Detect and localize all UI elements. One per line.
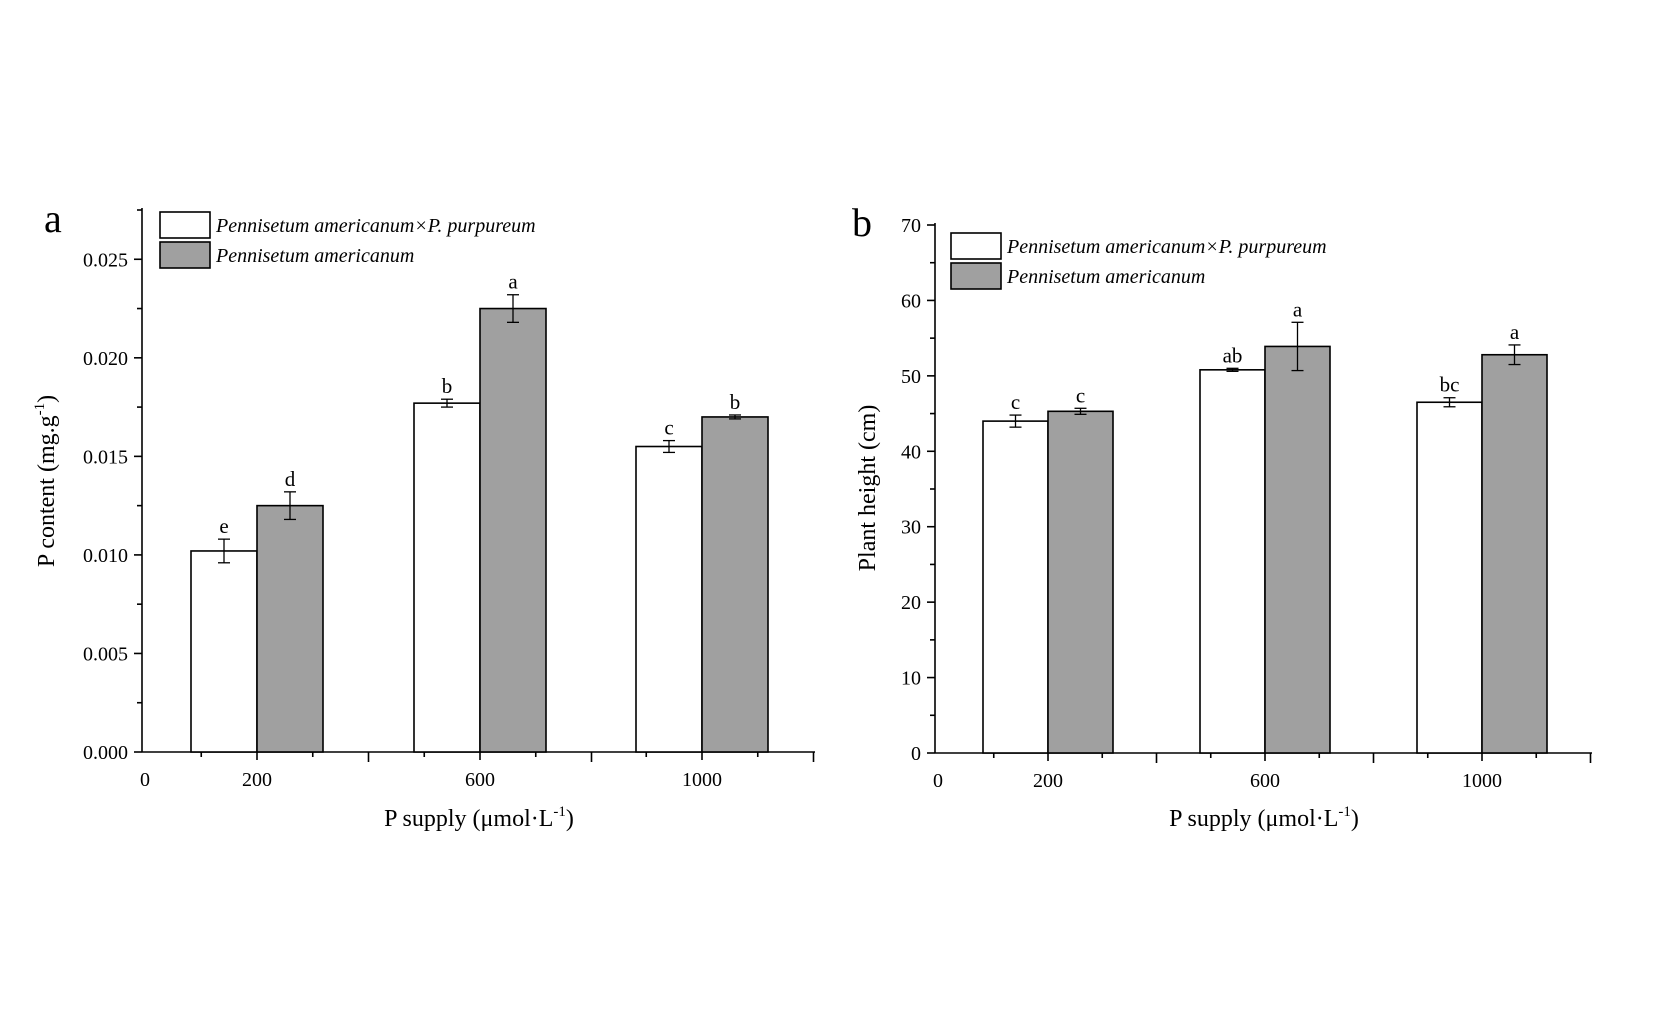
significance-label: bc [1440, 373, 1460, 397]
y-tick-label: 0.020 [83, 348, 128, 370]
y-axis-title-part: ) [34, 395, 60, 403]
y-tick-label: 0.005 [83, 643, 128, 665]
bar-series1 [190, 550, 258, 753]
significance-label: b [730, 390, 741, 414]
panel-a-chart: 0.000 0.005 0.010 0.015 0.020 0.025 0 200 600 100… [32, 196, 815, 832]
bar-series1 [982, 420, 1049, 754]
x-axis-title: P supply (μmol·L-1) [384, 804, 574, 832]
legend-swatch [159, 211, 211, 239]
legend-label: Pennisetum americanum [1006, 266, 1205, 288]
x-axis-title-part: P supply (μmol·L [1169, 806, 1338, 832]
y-tick-label: 40 [901, 441, 921, 463]
x-axis-title-part: ) [1351, 806, 1359, 832]
x-axis-title-part: ) [566, 806, 574, 832]
significance-label: c [1076, 383, 1085, 407]
x-axis-title-superscript: -1 [1338, 804, 1351, 820]
bar-series2 [1264, 345, 1331, 754]
x-tick-label: 1000 [682, 769, 722, 791]
legend-swatch [950, 262, 1002, 290]
significance-label: a [1293, 297, 1303, 321]
x-tick-label: 600 [465, 769, 495, 791]
significance-label: e [219, 514, 228, 538]
legend-label: Pennisetum americanum×P. purpureum [1006, 236, 1327, 258]
significance-label: b [442, 374, 453, 398]
y-axis-title: Plant height (cm) [855, 405, 881, 572]
x-tick-label: 0 [933, 770, 943, 792]
significance-label: a [1510, 320, 1520, 344]
y-tick-label: 10 [901, 668, 921, 690]
x-axis-title-superscript: -1 [553, 804, 566, 820]
x-tick-label: 0 [140, 769, 150, 791]
x-tick-label: 600 [1250, 770, 1280, 792]
x-tick-label: 200 [242, 769, 272, 791]
y-tick-label: 0.010 [83, 545, 128, 567]
legend-swatch [159, 241, 211, 269]
y-axis-title-part: Plant height (cm) [855, 405, 881, 572]
y-tick-label: 0.015 [83, 446, 128, 468]
significance-label: a [508, 270, 518, 294]
bar-series1 [413, 402, 481, 753]
x-tick-label: 200 [1033, 770, 1063, 792]
significance-label: ab [1223, 343, 1243, 367]
y-tick-label: 0.025 [83, 249, 128, 271]
significance-label: d [285, 467, 296, 491]
y-tick-label: 70 [901, 215, 921, 237]
legend-label: Pennisetum americanum×P. purpureum [215, 215, 536, 237]
legend-swatch [950, 232, 1002, 260]
y-tick-label: 30 [901, 517, 921, 539]
x-axis-title-part: P supply (μmol·L [384, 806, 553, 832]
panel-label: b [852, 200, 872, 245]
significance-label: c [1011, 390, 1020, 414]
panel-label: a [44, 196, 62, 241]
y-axis-title-part: P content (mg.g [34, 415, 60, 567]
bar-series2 [479, 307, 547, 753]
y-tick-label: 0.000 [83, 742, 128, 764]
legend-label: Pennisetum americanum [215, 245, 414, 267]
bar-series2 [1047, 410, 1114, 754]
panel-b-chart: 0 10 20 30 40 50 60 70 0 200 600 1000 c ab bc c a a Pennis… [852, 200, 1592, 832]
y-tick-label: 60 [901, 290, 921, 312]
bar-series1 [1416, 401, 1483, 754]
bar-series2 [701, 416, 769, 753]
bar-series2 [256, 504, 324, 753]
y-tick-label: 20 [901, 592, 921, 614]
y-axis-title: P content (mg.g-1) [32, 395, 60, 567]
bar-series1 [635, 445, 703, 753]
y-tick-label: 50 [901, 366, 921, 388]
x-axis-title: P supply (μmol·L-1) [1169, 804, 1359, 832]
y-tick-label: 0 [911, 743, 921, 765]
bar-series2 [1481, 353, 1548, 754]
y-axis-title-superscript: -1 [32, 403, 48, 416]
significance-label: c [664, 416, 673, 440]
x-tick-label: 1000 [1462, 770, 1502, 792]
bar-series1 [1199, 369, 1266, 754]
